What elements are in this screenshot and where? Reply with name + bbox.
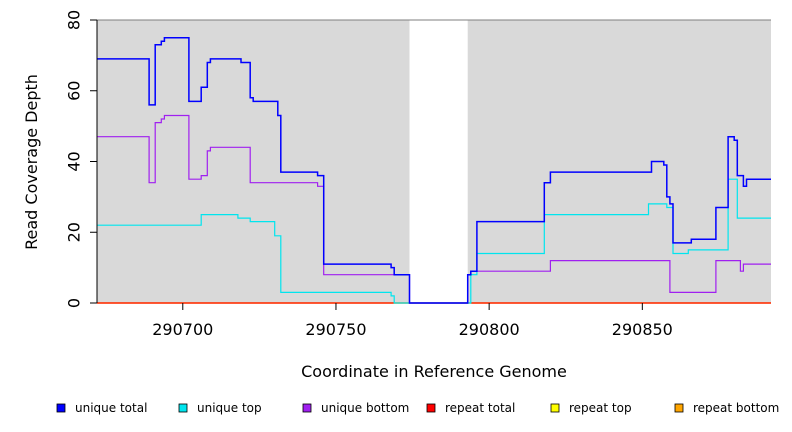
y-tick-label: 80 bbox=[65, 10, 84, 30]
plot-area-shaded bbox=[97, 20, 410, 303]
series-line-unique-total bbox=[97, 36, 771, 304]
legend-label: repeat total bbox=[445, 401, 515, 415]
series-layer bbox=[97, 36, 771, 304]
legend-label: unique top bbox=[197, 401, 262, 415]
y-tick-label: 40 bbox=[65, 151, 84, 171]
legend: unique total unique top unique bottom repea… bbox=[56, 401, 779, 415]
x-tick-label: 290800 bbox=[459, 320, 520, 339]
y-tick-label: 0 bbox=[65, 298, 84, 308]
legend-swatch bbox=[550, 403, 560, 413]
x-tick-label: 290700 bbox=[152, 320, 213, 339]
plot-background bbox=[97, 19, 771, 303]
y-tick-label: 20 bbox=[65, 222, 84, 242]
gap-region bbox=[409, 20, 468, 303]
legend-swatch bbox=[178, 403, 188, 413]
x-tick-label: 290850 bbox=[612, 320, 673, 339]
x-axis-title: Coordinate in Reference Genome bbox=[301, 362, 567, 381]
plot-area-shaded bbox=[467, 20, 771, 303]
y-tick-label: 60 bbox=[65, 81, 84, 101]
legend-swatch bbox=[674, 403, 684, 413]
legend-swatch bbox=[56, 403, 66, 413]
y-axis-title: Read Coverage Depth bbox=[22, 74, 41, 250]
x-tick-label: 290750 bbox=[305, 320, 366, 339]
legend-label: repeat bottom bbox=[693, 401, 779, 415]
legend-swatch bbox=[426, 403, 436, 413]
legend-swatch bbox=[302, 403, 312, 413]
legend-label: repeat top bbox=[569, 401, 632, 415]
legend-label: unique total bbox=[75, 401, 147, 415]
axes: 0 20 40 60 80 290700 290750 290800 290850 bbox=[65, 10, 673, 339]
legend-label: unique bottom bbox=[321, 401, 409, 415]
